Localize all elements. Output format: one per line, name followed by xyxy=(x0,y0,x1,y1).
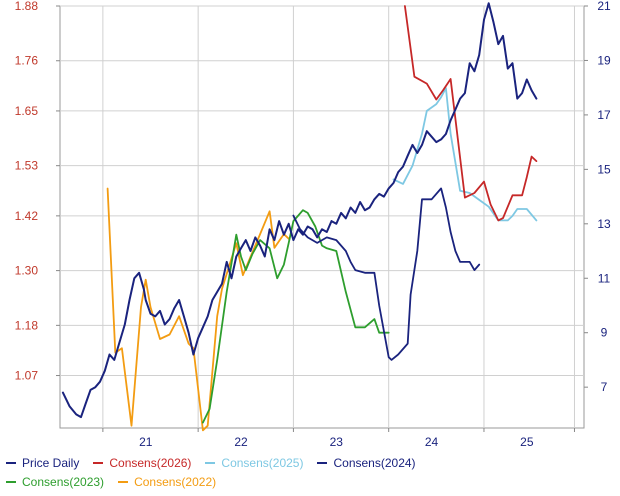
right-tick-label: 15 xyxy=(597,162,611,176)
x-tick-label: 22 xyxy=(234,435,248,449)
legend-swatch xyxy=(118,481,129,483)
legend-swatch xyxy=(317,462,328,464)
legend-item: Consens(2022) xyxy=(118,475,216,489)
series-line-c2024 xyxy=(292,187,481,361)
legend-row: Price Daily Consens(2026) Consens(2025) Con… xyxy=(6,454,430,472)
legend-label: Consens(2024) xyxy=(333,456,416,470)
right-tick-label: 17 xyxy=(597,108,611,122)
series-line-c2026 xyxy=(403,5,538,222)
series-line-c2025 xyxy=(392,87,538,222)
left-tick-label: 1.53 xyxy=(15,159,39,173)
series-line-c2022 xyxy=(106,187,290,432)
legend-swatch xyxy=(6,481,16,483)
x-tick-label: 24 xyxy=(425,435,439,449)
legend-item: Consens(2023) xyxy=(6,475,104,489)
chart-svg: 1.07 1.18 1.30 1.42 1.53 1.65 1.76 1.88 7 9 11 13 15… xyxy=(15,0,611,449)
legend-label: Consens(2026) xyxy=(109,456,192,470)
right-tick-label: 21 xyxy=(597,0,611,13)
legend-label: Price Daily xyxy=(22,456,80,470)
left-tick-label: 1.88 xyxy=(15,0,39,13)
chart-legend: Price Daily Consens(2026) Consens(2025) Con… xyxy=(6,452,614,492)
x-tick-label: 23 xyxy=(330,435,344,449)
right-tick-label: 13 xyxy=(597,217,611,231)
legend-swatch xyxy=(6,462,16,464)
right-tick-label: 9 xyxy=(601,326,608,340)
left-tick-label: 1.30 xyxy=(15,264,39,278)
right-tick-label: 19 xyxy=(597,53,611,67)
legend-item: Consens(2024) xyxy=(317,456,416,470)
legend-item: Consens(2026) xyxy=(93,456,191,470)
legend-label: Consens(2025) xyxy=(221,456,304,470)
x-tick-label: 21 xyxy=(139,435,153,449)
legend-label: Consens(2022) xyxy=(134,475,217,489)
left-tick-label: 1.76 xyxy=(15,54,39,68)
left-tick-label: 1.07 xyxy=(15,369,39,383)
legend-item: Price Daily xyxy=(6,456,79,470)
series-line-c2023 xyxy=(201,209,390,424)
legend-swatch xyxy=(93,462,104,464)
right-tick-label: 7 xyxy=(601,380,608,394)
right-tick-label: 11 xyxy=(598,271,611,285)
left-tick-label: 1.42 xyxy=(15,209,39,223)
left-tick-label: 1.18 xyxy=(15,318,39,332)
legend-label: Consens(2023) xyxy=(22,475,105,489)
plot-area xyxy=(59,5,585,429)
left-tick-label: 1.65 xyxy=(15,104,39,118)
legend-row: Consens(2023) Consens(2022) xyxy=(6,473,230,491)
x-tick-label: 25 xyxy=(520,435,534,449)
legend-swatch xyxy=(205,462,216,464)
legend-item: Consens(2025) xyxy=(205,456,303,470)
series-line-price xyxy=(61,2,538,419)
